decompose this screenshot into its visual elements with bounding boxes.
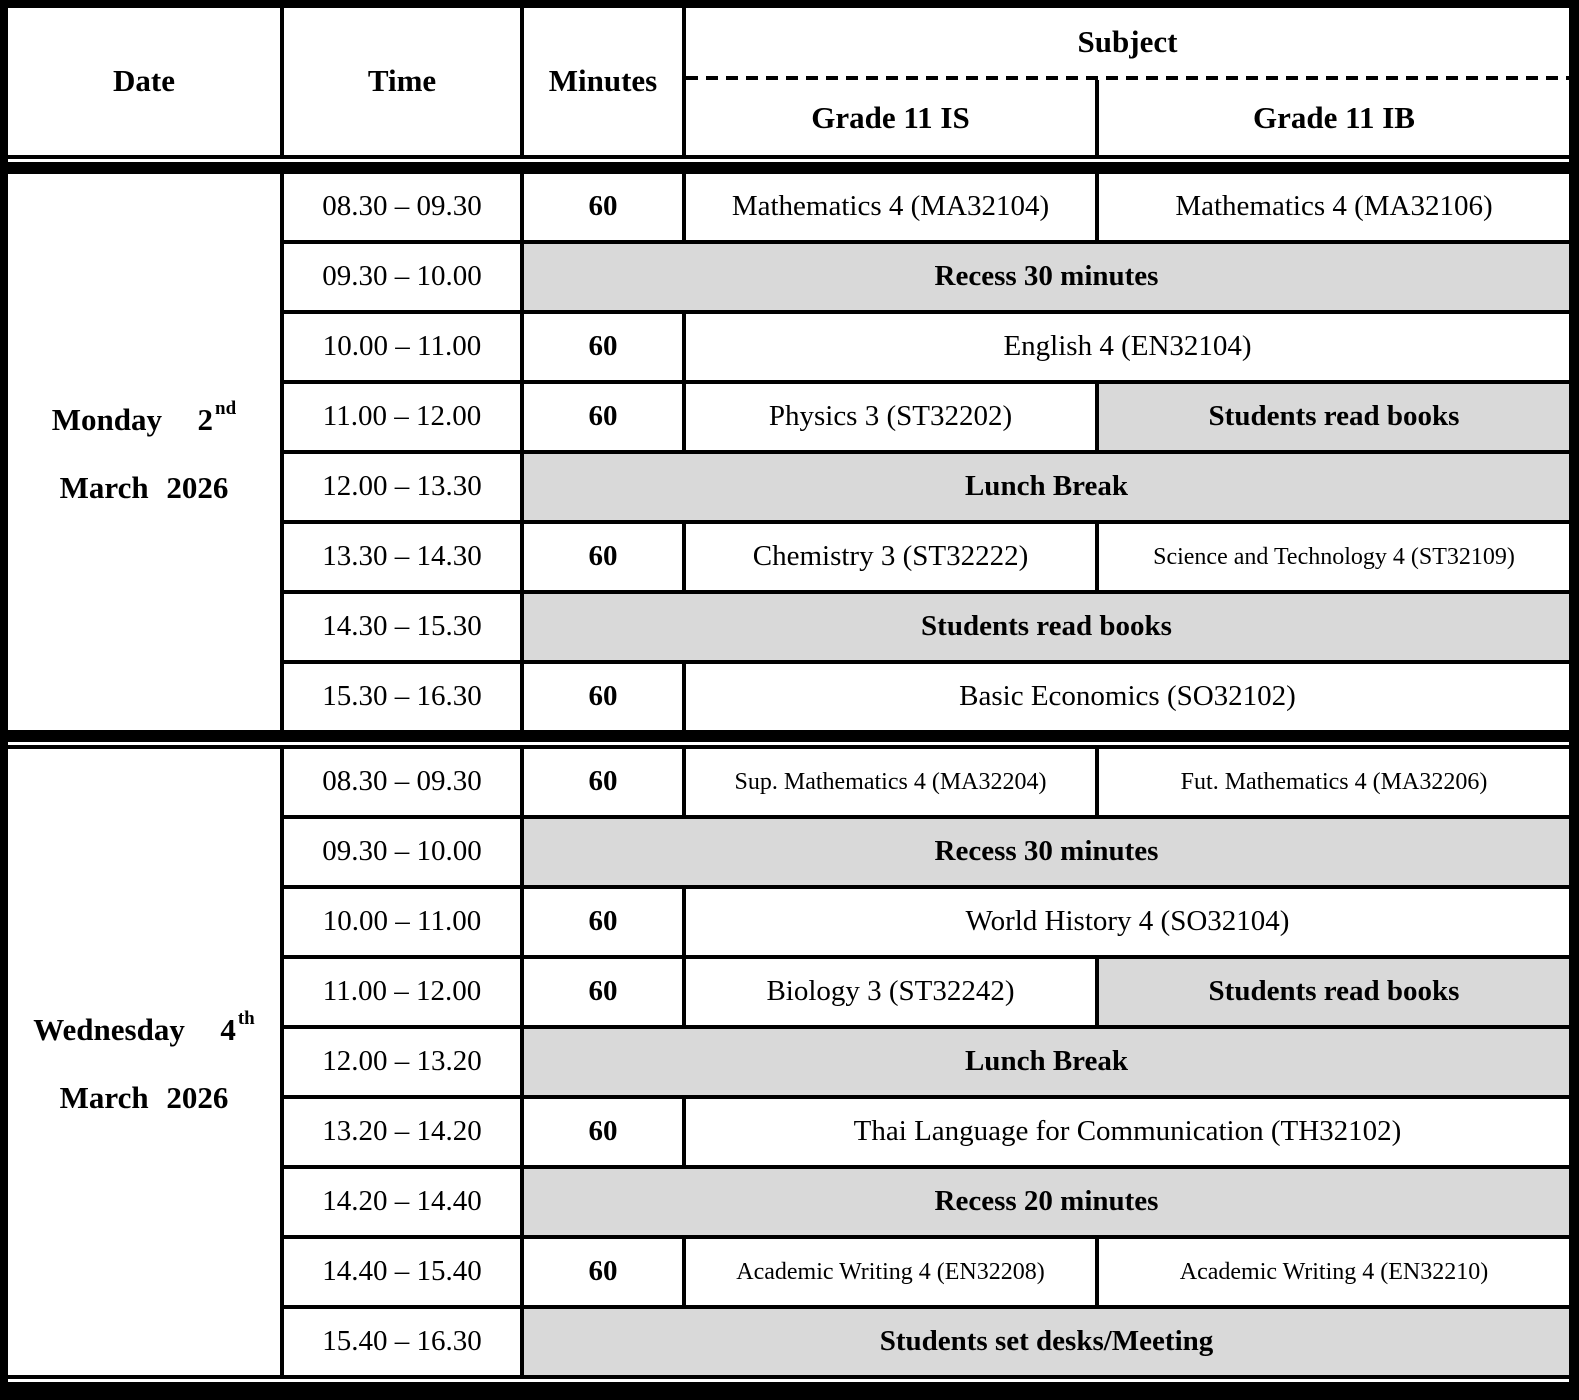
dashed-divider [686, 76, 1569, 80]
subject-cell-is: Mathematics 4 (MA32104) [686, 174, 1095, 240]
subject-cell-ib: Fut. Mathematics 4 (MA32206) [1099, 749, 1569, 815]
header-time: Time [284, 8, 520, 155]
subject-cell-both: English 4 (EN32104) [686, 314, 1569, 380]
minutes-cell: 60 [524, 174, 682, 240]
time-cell: 09.30 – 10.00 [284, 819, 520, 885]
time-cell: 08.30 – 09.30 [284, 749, 520, 815]
separator-bar [8, 159, 1569, 170]
break-cell: Lunch Break [524, 1029, 1569, 1095]
break-cell: Lunch Break [524, 454, 1569, 520]
subject-cell-is: Biology 3 (ST32242) [686, 959, 1095, 1025]
header-grade-11-is: Grade 11 IS [811, 99, 970, 135]
time-cell: 14.20 – 14.40 [284, 1169, 520, 1235]
subject-cell-is: Sup. Mathematics 4 (MA32204) [686, 749, 1095, 815]
break-cell-ib: Students read books [1099, 959, 1569, 1025]
minutes-cell: 60 [524, 1099, 682, 1165]
break-cell-ib: Students read books [1099, 384, 1569, 450]
time-cell: 15.40 – 16.30 [284, 1309, 520, 1375]
time-cell: 13.20 – 14.20 [284, 1099, 520, 1165]
time-cell: 08.30 – 09.30 [284, 174, 520, 240]
subject-cell-both: World History 4 (SO32104) [686, 889, 1569, 955]
break-cell: Recess 30 minutes [524, 244, 1569, 310]
minutes-cell: 60 [524, 1239, 682, 1305]
time-cell: 15.30 – 16.30 [284, 664, 520, 730]
date-line-2: March 2026 [59, 470, 229, 505]
minutes-cell: 60 [524, 314, 682, 380]
time-cell: 14.30 – 15.30 [284, 594, 520, 660]
time-cell: 12.00 – 13.20 [284, 1029, 520, 1095]
break-cell: Recess 20 minutes [524, 1169, 1569, 1235]
subject-cell-is: Physics 3 (ST32202) [686, 384, 1095, 450]
time-cell: 12.00 – 13.30 [284, 454, 520, 520]
header-subject-block: Subject Grade 11 IS Grade 11 IB [686, 8, 1569, 155]
subject-cell-ib: Mathematics 4 (MA32106) [1099, 174, 1569, 240]
timetable-table: Date Time Minutes Subject Grade 11 IS Gr… [8, 8, 1569, 1382]
minutes-cell: 60 [524, 384, 682, 450]
break-cell: Recess 30 minutes [524, 819, 1569, 885]
column-divider [1095, 80, 1099, 155]
subject-cell-is: Academic Writing 4 (EN32208) [686, 1239, 1095, 1305]
minutes-cell: 60 [524, 749, 682, 815]
subject-cell-is: Chemistry 3 (ST32222) [686, 524, 1095, 590]
time-cell: 13.30 – 14.30 [284, 524, 520, 590]
time-cell: 10.00 – 11.00 [284, 314, 520, 380]
time-cell: 14.40 – 15.40 [284, 1239, 520, 1305]
time-cell: 09.30 – 10.00 [284, 244, 520, 310]
subject-cell-ib: Academic Writing 4 (EN32210) [1099, 1239, 1569, 1305]
minutes-cell: 60 [524, 959, 682, 1025]
header-date: Date [8, 8, 280, 155]
break-cell: Students read books [524, 594, 1569, 660]
minutes-cell: 60 [524, 664, 682, 730]
subject-cell-both: Thai Language for Communication (TH32102… [686, 1099, 1569, 1165]
time-cell: 10.00 – 11.00 [284, 889, 520, 955]
ordinal-superscript: nd [215, 397, 237, 419]
minutes-cell: 60 [524, 524, 682, 590]
header-subject: Subject [1077, 24, 1178, 59]
minutes-cell: 60 [524, 889, 682, 955]
ordinal-superscript: th [237, 1007, 255, 1029]
subject-cell-ib: Science and Technology 4 (ST32109) [1099, 524, 1569, 590]
separator-bar [8, 1379, 1569, 1382]
time-cell: 11.00 – 12.00 [284, 959, 520, 1025]
header-grade-11-ib: Grade 11 IB [1253, 99, 1415, 135]
separator-bar [8, 734, 1569, 745]
header-minutes: Minutes [524, 8, 682, 155]
subject-cell-both: Basic Economics (SO32102) [686, 664, 1569, 730]
time-cell: 11.00 – 12.00 [284, 384, 520, 450]
break-cell: Students set desks/Meeting [524, 1309, 1569, 1375]
date-line-2: March 2026 [59, 1080, 229, 1115]
